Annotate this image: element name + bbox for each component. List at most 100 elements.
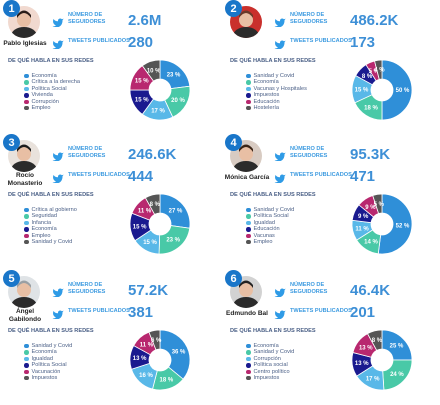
legend-item: Empleo — [24, 105, 80, 111]
legend-swatch — [24, 363, 29, 368]
legend-label: Hostelería — [253, 105, 280, 112]
legend-label: Crítica al gobierno — [31, 207, 77, 213]
slice-value-label: 15 % — [135, 79, 149, 85]
followers-label: NÚMERO DE SEGUIDORES — [68, 146, 106, 159]
legend-swatch — [246, 80, 251, 85]
legend-item: Sanidad y Covid — [246, 207, 294, 213]
donut-slice — [159, 193, 191, 229]
donut-slice — [377, 193, 413, 255]
slice-value-label: 18 % — [159, 377, 173, 383]
legend-swatch — [24, 343, 29, 349]
slice-value-label: 20 % — [171, 98, 185, 104]
slice-value-label: 23 % — [167, 73, 181, 79]
legend-label: Empleo — [31, 105, 51, 112]
tweets-label: TWEETS PUBLICADOS — [68, 172, 130, 178]
legend-label: Crítica a la derecha — [31, 79, 81, 86]
legend-item: Crítica al gobierno — [24, 207, 77, 213]
legend-label: Educación — [253, 226, 280, 233]
legend-swatch — [24, 86, 29, 92]
twitter-bird-icon — [52, 148, 64, 162]
slice-value-label: 17 % — [366, 376, 380, 382]
followers-count: 2.6M — [128, 12, 162, 29]
twitter-bird-icon — [274, 14, 286, 28]
twitter-bird-icon — [52, 36, 64, 50]
legend-label: Impuestos — [253, 375, 280, 382]
legend-swatch — [246, 239, 251, 245]
twitter-bird-icon — [274, 170, 286, 184]
topics-title: DE QUÉ HABLA EN SUS REDES — [8, 328, 94, 334]
slice-value-label: 17 % — [151, 108, 165, 114]
twitter-bird-icon — [274, 284, 286, 298]
legend-swatch — [246, 343, 251, 349]
legend-swatch — [24, 220, 29, 226]
topics-legend: Sanidad y Covid Política Social Igualdad Ed… — [246, 207, 294, 245]
twitter-bird-icon — [274, 36, 286, 50]
donut-slice — [381, 59, 413, 121]
donut-slice — [367, 329, 383, 351]
candidate-name: Edmundo Bal — [226, 310, 268, 317]
tweets-label: TWEETS PUBLICADOS — [290, 38, 352, 44]
slice-value-label: 24 % — [390, 372, 404, 378]
legend-label: Vivienda — [31, 92, 53, 99]
slice-value-label: 8 % — [372, 338, 383, 344]
slice-value-label: 11 % — [355, 226, 369, 232]
topics-title: DE QUÉ HABLA EN SUS REDES — [8, 192, 94, 198]
candidate-panel: 5 Ángel Gabilondo NÚMERO DE SEGUIDORES 57.2… — [0, 270, 218, 403]
legend-item: Infancia — [24, 220, 77, 226]
legend-label: Sanidad y Covid — [253, 73, 295, 79]
slice-value-label: 9 % — [365, 205, 376, 211]
candidate-name: Pablo Iglesias — [3, 40, 47, 47]
candidate-name: Ángel Gabilondo — [8, 308, 42, 323]
legend-item: Política Social — [24, 86, 80, 92]
legend-item: Crítica a la derecha — [24, 79, 80, 85]
candidate-panel: 1 Pablo Iglesias NÚMERO DE SEGUIDORES 2.6M T… — [0, 0, 218, 133]
legend-swatch — [24, 99, 29, 105]
twitter-bird-icon — [274, 148, 286, 162]
legend-swatch — [24, 80, 29, 85]
legend-label: Política Social — [253, 213, 289, 220]
tweets-label: TWEETS PUBLICADOS — [68, 308, 130, 314]
legend-item: Vacunas — [246, 233, 294, 239]
tweets-label: TWEETS PUBLICADOS — [290, 308, 352, 314]
legend-label: Impuestos — [253, 92, 280, 99]
legend-label: Economía — [31, 349, 57, 356]
legend-label: Política Social — [31, 85, 67, 92]
legend-label: Impuestos — [31, 375, 58, 382]
legend-item: Economía — [24, 349, 72, 355]
legend-swatch — [24, 356, 29, 362]
slice-value-label: 13 % — [133, 356, 147, 362]
slice-value-label: 15 % — [135, 97, 149, 103]
rank-badge: 2 — [225, 0, 242, 17]
legend-swatch — [246, 227, 251, 232]
legend-label: Corrupción — [253, 355, 281, 362]
legend-swatch — [246, 207, 251, 213]
legend-swatch — [246, 350, 251, 355]
legend-label: Política social — [253, 362, 288, 369]
legend-label: Centro político — [253, 368, 290, 375]
slice-value-label: 23 % — [166, 238, 180, 244]
legend-item: Educación — [246, 99, 307, 105]
legend-item: Impuestos — [24, 375, 72, 381]
tweets-count: 280 — [128, 34, 154, 51]
legend-swatch — [24, 93, 29, 98]
followers-label: NÚMERO DE SEGUIDORES — [290, 282, 328, 295]
topic-donut-chart: 23 %20 %17 %15 %15 %10 % — [129, 59, 191, 121]
legend-swatch — [246, 214, 251, 219]
slice-value-label: 15 % — [355, 87, 369, 93]
legend-item: Centro político — [246, 369, 294, 375]
legend-item: Política Social — [246, 213, 294, 219]
legend-item: Sanidad y Covid — [24, 239, 77, 245]
legend-item: Economía — [246, 343, 294, 349]
tweets-label: TWEETS PUBLICADOS — [290, 172, 352, 178]
legend-swatch — [246, 369, 251, 375]
legend-item: Corrupción — [246, 356, 294, 362]
followers-count: 486.2K — [350, 12, 399, 29]
donut-slice — [148, 329, 161, 351]
topic-donut-chart: 27 % 23 % 15 % 15 % 11 %8 % — [129, 193, 191, 255]
rank-badge: 6 — [225, 270, 242, 287]
candidate-panel: 4 Mónica García NÚMERO DE SEGUIDORES 95.3K T… — [222, 134, 440, 267]
slice-value-label: 11 % — [138, 209, 152, 215]
legend-swatch — [246, 233, 251, 239]
legend-item: Política Social — [24, 362, 72, 368]
twitter-bird-icon — [52, 306, 64, 320]
